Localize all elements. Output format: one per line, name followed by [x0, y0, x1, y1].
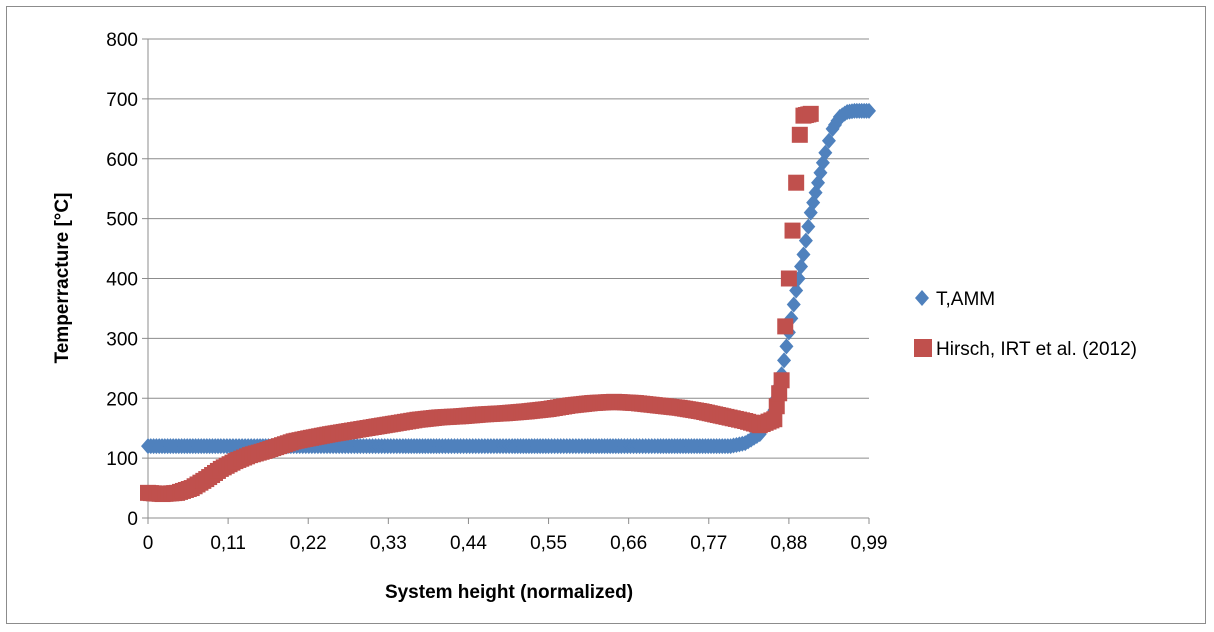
- data-point: [784, 222, 801, 239]
- data-point: [779, 338, 794, 355]
- x-tick-label: 0,33: [370, 533, 407, 554]
- legend: T,AMM Hirsch, IRT et al. (2012): [914, 289, 1137, 360]
- legend-item-t-amm: T,AMM: [915, 289, 995, 310]
- data-point: [771, 385, 788, 402]
- x-tick-label: 0,88: [770, 533, 807, 554]
- x-tick-label: 0,66: [610, 533, 647, 554]
- x-tick-label: 0,11: [210, 533, 246, 554]
- data-point: [801, 218, 816, 235]
- y-tick-label: 0: [127, 509, 138, 530]
- data-point: [818, 144, 833, 161]
- data-point: [794, 258, 809, 275]
- x-tick-label: 0,99: [851, 533, 888, 554]
- data-point: [780, 270, 797, 287]
- plot-series: [140, 102, 876, 503]
- data-point: [773, 372, 790, 389]
- series-hirsch: [140, 105, 819, 503]
- data-point: [786, 296, 801, 313]
- data-point: [798, 232, 813, 249]
- legend-label: T,AMM: [936, 289, 995, 310]
- y-tick-label: 500: [106, 210, 138, 231]
- data-point: [777, 352, 792, 369]
- y-axis-title: Temperracture [°C]: [52, 193, 73, 364]
- chart-area: [6, 6, 1206, 624]
- y-tick-label: 700: [106, 90, 138, 111]
- x-tick-label: 0,55: [530, 533, 567, 554]
- legend-label: Hirsch, IRT et al. (2012): [936, 339, 1137, 360]
- y-tick-label: 300: [106, 329, 138, 350]
- y-tick-label: 100: [106, 449, 138, 470]
- legend-marker: [914, 339, 932, 357]
- y-tick-label: 600: [106, 150, 138, 171]
- series-t-amm: [141, 102, 876, 455]
- legend-item-hirsch: Hirsch, IRT et al. (2012): [914, 339, 1137, 360]
- x-tick-label: 0: [143, 533, 154, 554]
- x-axis-title: System height (normalized): [385, 582, 633, 603]
- data-point: [788, 174, 805, 191]
- x-tick-label: 0,77: [690, 533, 727, 554]
- data-point: [802, 105, 819, 122]
- data-point: [821, 132, 836, 149]
- y-tick-label: 400: [106, 270, 138, 291]
- y-tick-label: 800: [106, 30, 138, 51]
- data-point: [796, 246, 811, 263]
- legend-marker: [915, 290, 929, 306]
- y-tick-labels: 0 100 200 300 400 500 600 700 800: [106, 30, 138, 530]
- data-point: [766, 411, 783, 428]
- x-tick-label: 0,22: [290, 533, 327, 554]
- data-point: [791, 126, 808, 143]
- y-tick-label: 200: [106, 389, 138, 410]
- x-tick-labels: 0 0,11 0,22 0,33 0,44 0,55 0,66 0,77 0,88 0,99: [143, 518, 888, 554]
- data-point: [768, 398, 785, 415]
- x-tick-label: 0,44: [450, 533, 487, 554]
- data-point: [777, 318, 794, 335]
- data-point: [862, 102, 876, 119]
